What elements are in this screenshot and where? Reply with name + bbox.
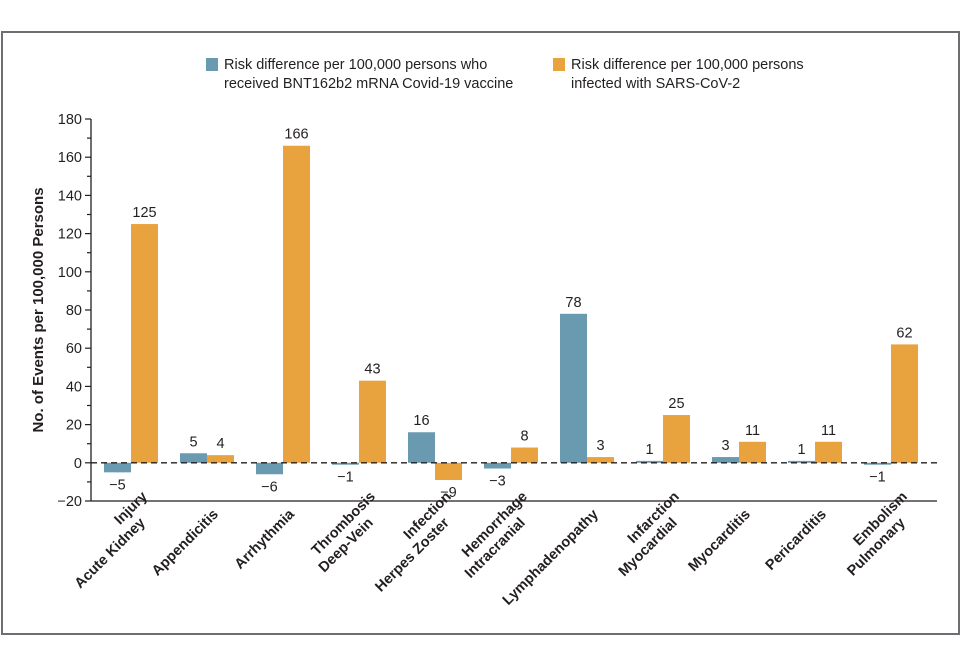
bar-vaccine bbox=[256, 462, 283, 475]
data-label: 8 bbox=[520, 429, 528, 445]
data-label: −1 bbox=[337, 470, 354, 486]
y-tick-label: 140 bbox=[58, 188, 82, 204]
figure-frame bbox=[1, 31, 960, 635]
data-label: 166 bbox=[284, 127, 308, 143]
legend-swatch-vaccine bbox=[206, 58, 218, 71]
legend-swatch-infection bbox=[553, 58, 565, 71]
x-category-label-line: Acute Kidney bbox=[72, 515, 149, 592]
y-axis-title: No. of Events per 100,000 Persons bbox=[30, 187, 47, 432]
bar-vaccine bbox=[788, 460, 815, 463]
x-category-label-line: Arrhythmia bbox=[232, 506, 299, 573]
bar-infection bbox=[739, 441, 766, 463]
bar-infection bbox=[435, 462, 462, 480]
data-label: 11 bbox=[821, 423, 836, 439]
data-label: −6 bbox=[261, 479, 278, 495]
legend-label: received BNT162b2 mRNA Covid-19 vaccine bbox=[224, 76, 513, 92]
bar-vaccine bbox=[104, 462, 131, 473]
bar-vaccine bbox=[864, 462, 891, 465]
bar-infection bbox=[587, 457, 614, 463]
bar-vaccine bbox=[636, 460, 663, 463]
bar-vaccine bbox=[712, 457, 739, 463]
data-label: −9 bbox=[440, 485, 457, 501]
bar-infection bbox=[511, 447, 538, 463]
x-category-label: Myocarditis bbox=[686, 507, 754, 575]
legend-label: Risk difference per 100,000 persons bbox=[571, 57, 804, 73]
y-tick-label: 20 bbox=[66, 418, 82, 434]
bar-infection bbox=[131, 224, 158, 463]
bar-vaccine bbox=[180, 453, 207, 463]
bar-infection bbox=[359, 380, 386, 463]
bar-infection bbox=[891, 344, 918, 463]
y-tick-label: −20 bbox=[57, 494, 82, 510]
legend-label: Risk difference per 100,000 persons who bbox=[224, 57, 487, 73]
y-tick-label: 60 bbox=[66, 341, 82, 357]
data-label: 16 bbox=[413, 413, 429, 429]
data-label: 3 bbox=[721, 438, 729, 454]
y-tick-label: 120 bbox=[58, 227, 82, 243]
y-axis: −20 0 20 40 60 80 100 120 140 160 180 bbox=[57, 112, 92, 510]
y-tick-label: 80 bbox=[66, 303, 82, 319]
data-label: 3 bbox=[596, 438, 604, 454]
y-tick-label: 40 bbox=[66, 379, 82, 395]
bar-infection bbox=[283, 145, 310, 463]
bar-infection bbox=[815, 441, 842, 463]
data-label: 78 bbox=[565, 295, 581, 311]
x-category-label-line: Myocarditis bbox=[686, 507, 754, 575]
y-tick-label: 160 bbox=[58, 150, 82, 166]
data-label: 62 bbox=[896, 325, 912, 341]
x-category-label: Pericarditis bbox=[763, 507, 830, 574]
data-label: −1 bbox=[869, 470, 886, 486]
data-label: 1 bbox=[645, 442, 653, 458]
x-category-label: Appendicitis bbox=[149, 507, 222, 580]
bar-infection bbox=[207, 455, 234, 463]
data-label: 125 bbox=[132, 205, 156, 221]
legend-label: infected with SARS-CoV-2 bbox=[571, 76, 740, 92]
legend: Risk difference per 100,000 persons who r… bbox=[206, 57, 804, 92]
x-category-label: Arrhythmia bbox=[232, 506, 299, 573]
data-label: 25 bbox=[668, 396, 684, 412]
data-label: 43 bbox=[364, 362, 380, 378]
y-tick-label: 0 bbox=[74, 456, 82, 472]
data-label: −5 bbox=[109, 477, 126, 493]
x-category-label-line: Pericarditis bbox=[763, 507, 830, 574]
bar-infection bbox=[663, 415, 690, 463]
x-category-label-line: Appendicitis bbox=[149, 507, 222, 580]
bar-vaccine bbox=[408, 432, 435, 463]
data-label: 5 bbox=[189, 434, 197, 450]
y-tick-label: 100 bbox=[58, 265, 82, 281]
data-label: 11 bbox=[745, 423, 760, 439]
data-label: 4 bbox=[216, 436, 224, 452]
data-label: −3 bbox=[489, 474, 506, 490]
bar-vaccine bbox=[484, 462, 511, 469]
bar-vaccine bbox=[560, 313, 587, 463]
bar-vaccine bbox=[332, 462, 359, 465]
y-tick-label: 180 bbox=[58, 112, 82, 128]
data-label: 1 bbox=[797, 442, 805, 458]
